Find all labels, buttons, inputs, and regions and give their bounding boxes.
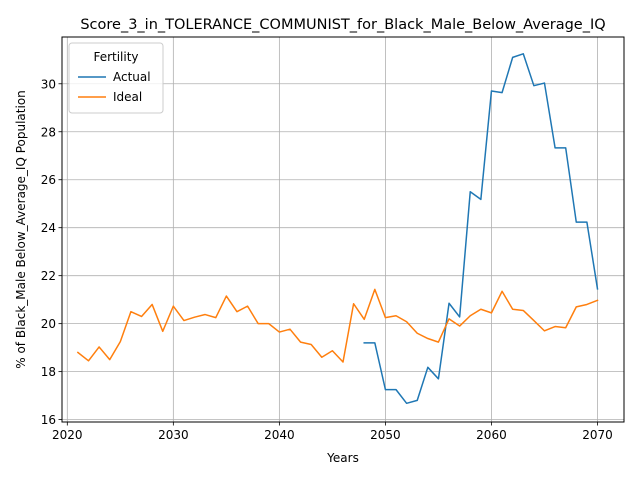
series-line-actual (363, 53, 599, 405)
y-tick-label: 28 (41, 125, 56, 139)
grid (62, 37, 624, 422)
y-axis-label: % of Black_Male Below_Average_IQ Populat… (14, 90, 28, 369)
y-tick-label: 26 (41, 173, 56, 187)
y-tick-label: 18 (41, 365, 56, 379)
y-axis-ticks: 16 18 20 22 24 26 28 30 (41, 77, 62, 427)
x-axis-label: Years (326, 451, 359, 465)
legend-box (68, 42, 164, 114)
series-line-ideal (76, 288, 599, 363)
y-tick-label: 16 (41, 413, 56, 427)
x-tick-label: 2020 (52, 428, 83, 442)
plot-frame (61, 36, 625, 423)
x-tick-label: 2070 (582, 428, 613, 442)
legend-title: Fertility (93, 50, 138, 64)
x-tick-label: 2060 (476, 428, 507, 442)
legend: Fertility Actual Ideal (68, 42, 164, 114)
x-tick-label: 2030 (158, 428, 189, 442)
y-tick-label: 30 (41, 77, 56, 91)
x-tick-label: 2040 (264, 428, 295, 442)
x-axis-ticks: 2020 2030 2040 2050 2060 2070 (52, 422, 613, 442)
chart-title: Score_3_in_TOLERANCE_COMMUNIST_for_Black… (80, 17, 605, 33)
y-tick-label: 24 (41, 221, 56, 235)
y-tick-label: 20 (41, 317, 56, 331)
y-tick-label: 22 (41, 269, 56, 283)
legend-label-actual: Actual (113, 70, 151, 84)
legend-label-ideal: Ideal (113, 90, 142, 104)
series-lines (76, 53, 599, 405)
x-tick-label: 2050 (370, 428, 401, 442)
